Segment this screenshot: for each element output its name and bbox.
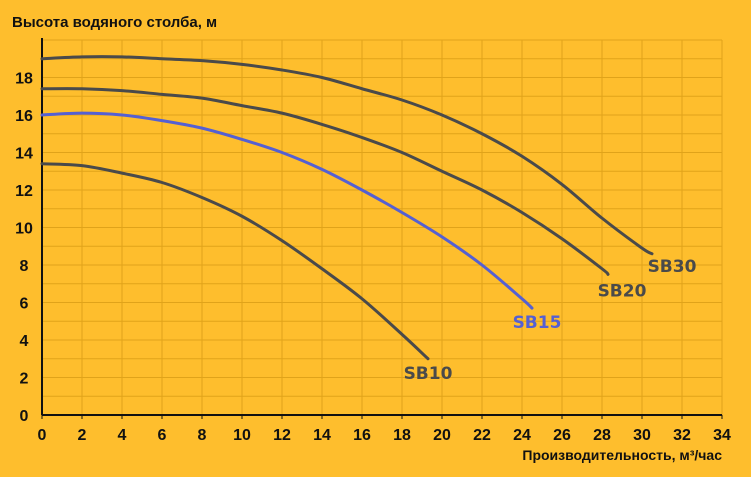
y-tick-label: 2 — [20, 371, 29, 388]
x-tick-label: 26 — [553, 427, 571, 444]
series-line-sb10 — [40, 162, 430, 361]
series-lines — [40, 55, 654, 361]
x-tick-label: 20 — [433, 427, 451, 444]
series-label-sb10: SB10 — [404, 364, 453, 384]
x-tick-label: 30 — [633, 427, 651, 444]
x-tick-label: 14 — [313, 427, 331, 444]
series-line-sb20 — [40, 87, 610, 276]
y-tick-label: 8 — [20, 258, 29, 275]
series-label-sb20: SB20 — [598, 281, 647, 301]
y-tick-label: 12 — [15, 183, 33, 200]
x-tick-label: 2 — [78, 427, 87, 444]
y-tick-label: 18 — [15, 71, 33, 88]
x-tick-label: 24 — [513, 427, 531, 444]
grid — [41, 39, 723, 416]
series-line-sb15 — [40, 111, 534, 310]
x-tick-label: 4 — [118, 427, 127, 444]
series-line-sb30 — [40, 55, 654, 256]
y-tick-label: 10 — [15, 221, 33, 238]
x-tick-label: 8 — [198, 427, 207, 444]
tick-labels: 0 2 4 6 8 10 12 14 16 18 20 22 24 26 28 30 32 34024681012… — [15, 71, 731, 445]
x-tick-label: 34 — [713, 427, 731, 444]
x-tick-label: 32 — [673, 427, 691, 444]
y-tick-label: 6 — [20, 296, 29, 313]
x-tick-label: 0 — [38, 427, 47, 444]
x-tick-label: 22 — [473, 427, 491, 444]
y-axis-label: Высота водяного столба, м — [12, 14, 217, 31]
axes — [41, 38, 722, 416]
y-tick-label: 14 — [15, 146, 33, 163]
x-tick-label: 12 — [273, 427, 291, 444]
x-tick-label: 10 — [233, 427, 251, 444]
x-tick-label: 16 — [353, 427, 371, 444]
series-label-sb15: SB15 — [513, 313, 562, 333]
x-tick-label: 6 — [158, 427, 167, 444]
x-tick-label: 18 — [393, 427, 411, 444]
y-tick-label: 16 — [15, 108, 33, 125]
x-axis-label: Производительность, м³/час — [522, 447, 722, 463]
series-label-sb30: SB30 — [648, 257, 697, 277]
x-tick-label: 28 — [593, 427, 611, 444]
y-tick-label: 4 — [20, 333, 29, 350]
y-tick-label: 0 — [20, 408, 29, 425]
